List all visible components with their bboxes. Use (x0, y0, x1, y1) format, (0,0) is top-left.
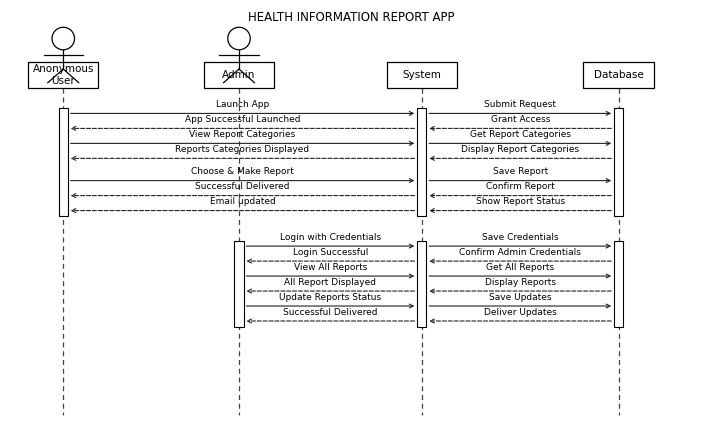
Text: Submit Request: Submit Request (484, 100, 556, 109)
Text: HEALTH INFORMATION REPORT APP: HEALTH INFORMATION REPORT APP (248, 11, 455, 24)
Bar (614, 241, 624, 327)
Bar (418, 108, 426, 216)
Text: Choose & Make Report: Choose & Make Report (191, 167, 294, 176)
Ellipse shape (228, 27, 250, 50)
Text: Get Report Categories: Get Report Categories (470, 130, 571, 139)
Text: All Report Displayed: All Report Displayed (285, 278, 376, 287)
Text: Email updated: Email updated (209, 197, 276, 206)
Text: App Successful Launched: App Successful Launched (185, 115, 300, 124)
Text: Launch App: Launch App (216, 100, 269, 109)
Bar (418, 241, 426, 327)
Text: View Report Categories: View Report Categories (189, 130, 296, 139)
Text: Display Report Categories: Display Report Categories (461, 145, 579, 154)
Text: Deliver Updates: Deliver Updates (484, 308, 557, 317)
Text: Successful Delivered: Successful Delivered (195, 182, 290, 191)
Text: Save Report: Save Report (493, 167, 548, 176)
Text: Successful Delivered: Successful Delivered (283, 308, 378, 317)
Bar (583, 62, 654, 88)
Text: Show Report Status: Show Report Status (476, 197, 565, 206)
Text: Get All Reports: Get All Reports (486, 263, 554, 272)
Text: Reports Categories Displayed: Reports Categories Displayed (176, 145, 309, 154)
Bar (58, 108, 67, 216)
Text: Save Updates: Save Updates (489, 293, 551, 302)
Text: Display Reports: Display Reports (485, 278, 555, 287)
Text: Admin: Admin (222, 70, 256, 80)
Bar (235, 241, 244, 327)
Text: Login with Credentials: Login with Credentials (280, 233, 381, 242)
Text: Confirm Admin Credentials: Confirm Admin Credentials (459, 248, 581, 257)
Ellipse shape (52, 27, 75, 50)
Bar (204, 62, 274, 88)
Text: Database: Database (594, 70, 643, 80)
Text: Save Credentials: Save Credentials (482, 233, 558, 242)
Text: System: System (402, 70, 441, 80)
Text: Update Reports Status: Update Reports Status (279, 293, 382, 302)
Bar (614, 108, 624, 216)
Bar (387, 62, 457, 88)
Text: Confirm Report: Confirm Report (486, 182, 555, 191)
Bar (28, 62, 98, 88)
Text: Grant Access: Grant Access (491, 115, 550, 124)
Text: View All Reports: View All Reports (294, 263, 367, 272)
Text: Login Successful: Login Successful (292, 248, 368, 257)
Text: Anonymous
User: Anonymous User (32, 64, 94, 86)
